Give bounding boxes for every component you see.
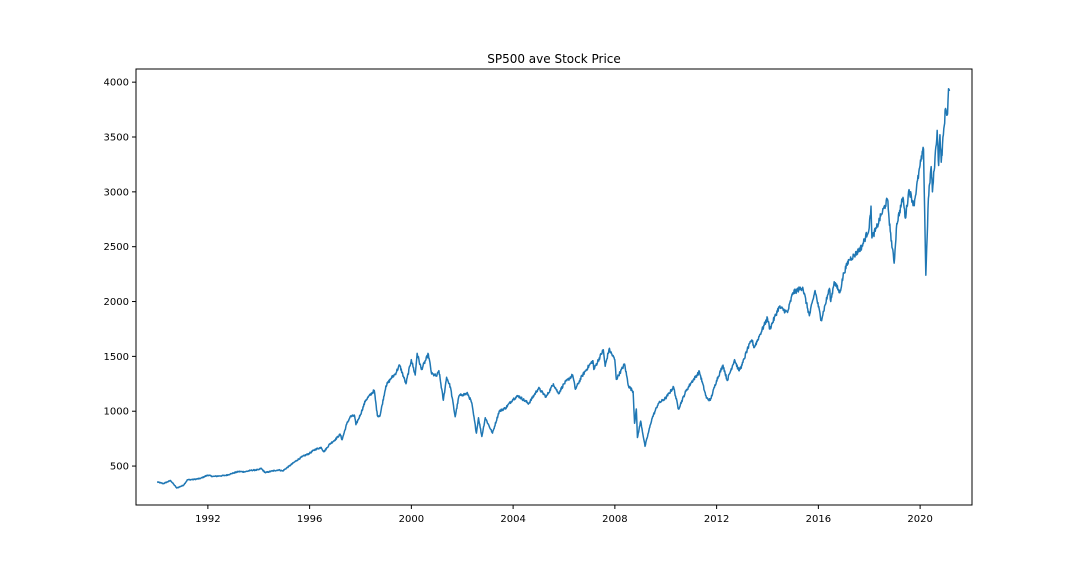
x-tick-label: 1996 <box>297 514 322 525</box>
y-tick-label: 2000 <box>104 297 129 308</box>
x-axis-ticks: 1992 1996 2000 2004 2008 2012 2016 2020 <box>195 505 933 525</box>
x-tick-label: 2008 <box>602 514 627 525</box>
y-tick-label: 3500 <box>104 133 129 144</box>
y-axis-ticks: 500 1000 1500 2000 2500 3000 3500 4000 <box>104 78 136 473</box>
y-tick-label: 4000 <box>104 78 129 89</box>
x-tick-label: 1992 <box>195 514 220 525</box>
x-tick-label: 2016 <box>806 514 831 525</box>
y-tick-label: 1000 <box>104 407 129 418</box>
y-tick-label: 500 <box>110 462 129 473</box>
x-tick-label: 2000 <box>399 514 424 525</box>
plot-area-frame <box>135 68 973 506</box>
x-tick-label: 2020 <box>907 514 932 525</box>
series-line-0 <box>156 87 951 489</box>
y-tick-label: 2500 <box>104 242 129 253</box>
y-tick-label: 1500 <box>104 352 129 363</box>
chart-title: SP500 ave Stock Price <box>487 52 621 66</box>
series-layer <box>156 87 951 489</box>
y-tick-label: 3000 <box>104 187 129 198</box>
x-tick-label: 2004 <box>500 514 525 525</box>
x-tick-label: 2012 <box>704 514 729 525</box>
